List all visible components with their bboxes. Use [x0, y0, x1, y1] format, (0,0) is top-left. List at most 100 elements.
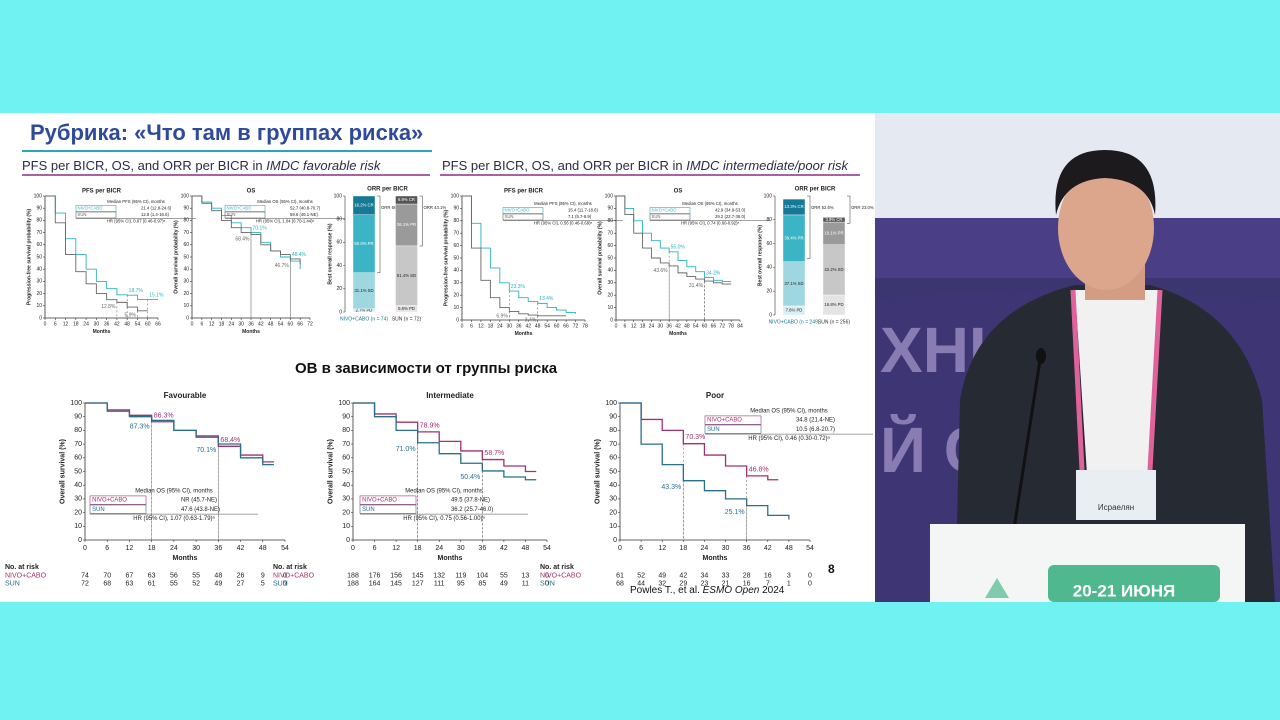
- x-tick-label: 84: [737, 323, 743, 329]
- y-tick-label: 20: [36, 291, 42, 297]
- legend-hr: HR (95% CI), 0.46 (0.30-0.72)ᵃ: [748, 436, 830, 442]
- y-tick-label: 80: [609, 427, 617, 434]
- annotation-label: 58.7%: [484, 450, 504, 457]
- x-tick-label: 30: [457, 545, 465, 552]
- bar-label: 36.1% PR: [397, 222, 416, 227]
- risk-count: 104: [476, 572, 488, 579]
- risk-count: 56: [170, 572, 178, 579]
- risk-count: 52: [192, 581, 200, 588]
- risk-count: 29: [679, 581, 687, 588]
- x-tick-label: 18: [679, 545, 687, 552]
- legend-value: 34.8 (21.4-NE): [796, 418, 835, 424]
- x-tick-label: 12: [478, 323, 484, 329]
- annotation-label: 68.4%: [220, 437, 240, 444]
- y-tick-label: 30: [607, 280, 613, 286]
- bar-label: 3.9% CR: [825, 217, 842, 222]
- x-tick-label: 24: [170, 545, 178, 552]
- x-tick-label: 0: [83, 545, 87, 552]
- x-tick-label: 36: [214, 545, 222, 552]
- annotation-label: 86.3%: [154, 412, 174, 419]
- risk-group: SUN: [273, 581, 288, 588]
- y-tick-label: 0: [613, 537, 617, 544]
- risk-count: 7: [766, 581, 770, 588]
- risk-count: 32: [658, 581, 666, 588]
- annotation-label: 12.8%: [101, 304, 116, 310]
- risk-group: NIVO+CABO: [540, 572, 582, 579]
- risk-group: SUN: [5, 581, 20, 588]
- legend-series: SUN: [227, 212, 236, 217]
- risk-count: 21: [722, 581, 730, 588]
- legend-series: NIVO+CABO: [78, 206, 104, 211]
- y-tick-label: 30: [342, 496, 350, 503]
- orr-label: ORR 23.0%: [851, 205, 874, 210]
- risk-group: SUN: [540, 581, 555, 588]
- y-tick-label: 70: [607, 231, 613, 237]
- legend-series: NIVO+CABO: [227, 206, 253, 211]
- y-tick-label: 60: [609, 455, 617, 462]
- risk-count: 145: [390, 581, 402, 588]
- annotation-label: 70.3%: [685, 434, 705, 441]
- risk-count: 0: [545, 581, 549, 588]
- x-tick-label: 0: [191, 321, 194, 327]
- risk-count: 145: [412, 572, 424, 579]
- survival-curve: [353, 402, 537, 481]
- y-tick-label: 10: [453, 305, 459, 311]
- x-tick-label: 0: [618, 545, 622, 552]
- x-tick-label: 66: [711, 323, 717, 329]
- annotation-label: 46.8%: [749, 466, 769, 473]
- x-axis-label: Months: [669, 331, 687, 337]
- risk-count: 48: [214, 572, 222, 579]
- y-tick-label: 30: [74, 496, 82, 503]
- y-tick-label: 100: [181, 193, 190, 199]
- x-tick-label: 0: [615, 323, 618, 329]
- x-axis-label: Months: [93, 329, 111, 335]
- legend-box: [89, 495, 147, 505]
- legend-series: NIVO+CABO: [707, 418, 742, 424]
- survival-curve: [45, 195, 148, 312]
- legend-value: 52.7 (40.8-70.7): [290, 206, 321, 211]
- risk-count: 85: [478, 581, 486, 588]
- annotation-label: 43.6%: [653, 268, 668, 274]
- x-axis-label: Months: [438, 555, 463, 562]
- x-tick-label: 12: [631, 323, 637, 329]
- legend-box: [75, 205, 117, 212]
- section-header-italic: IMDC favorable risk: [266, 158, 381, 173]
- legend-value: 15.4 (11.7-18.6): [568, 208, 599, 213]
- y-tick-label: 10: [36, 303, 42, 309]
- x-tick-label: 36: [666, 323, 672, 329]
- y-axis-label: Best overall response (%): [757, 225, 763, 286]
- risk-count: 49: [500, 581, 508, 588]
- bar-label: 37.1% SD: [784, 281, 803, 286]
- risk-count: 67: [126, 572, 134, 579]
- y-tick-label: 20: [183, 291, 189, 297]
- section-header-text: PFS per BICR, OS, and ORR per BICR in: [22, 158, 267, 173]
- x-tick-label: 24: [701, 545, 709, 552]
- section-header: PFS per BICR, OS, and ORR per BICR in IM…: [22, 158, 380, 173]
- y-tick-label: 80: [74, 427, 82, 434]
- annotation-label: 18.7%: [129, 288, 144, 294]
- annotation-label: 3.4%: [525, 318, 537, 324]
- orr-bracket: [807, 195, 811, 259]
- x-tick-label: 54: [278, 321, 284, 327]
- x-tick-label: 6: [373, 545, 377, 552]
- risk-count: 26: [237, 572, 245, 579]
- x-tick-label: 24: [83, 321, 89, 327]
- legend-series: SUN: [92, 507, 105, 513]
- risk-count: 95: [457, 581, 465, 588]
- x-tick-label: 72: [573, 323, 579, 329]
- legend-box: [704, 424, 762, 434]
- legend-hr: HR (95% CI), 0.67 (0.46-0.97)ᵃ: [107, 219, 166, 224]
- y-tick-label: 60: [766, 241, 772, 247]
- y-tick-label: 0: [456, 317, 459, 323]
- chart-title: PFS per BICR: [504, 189, 544, 195]
- y-tick-label: 10: [183, 303, 189, 309]
- y-tick-label: 50: [36, 254, 42, 260]
- x-tick-label: 6: [623, 323, 626, 329]
- badge: [1076, 470, 1156, 520]
- citation-year: 2024: [762, 585, 785, 596]
- legend-value: 29.2 (22.7-36.0): [715, 214, 746, 219]
- y-tick-label: 60: [342, 455, 350, 462]
- y-tick-label: 70: [342, 441, 350, 448]
- annotation-label: 13.4%: [539, 296, 554, 302]
- bar-label: 19.1% PR: [824, 231, 843, 236]
